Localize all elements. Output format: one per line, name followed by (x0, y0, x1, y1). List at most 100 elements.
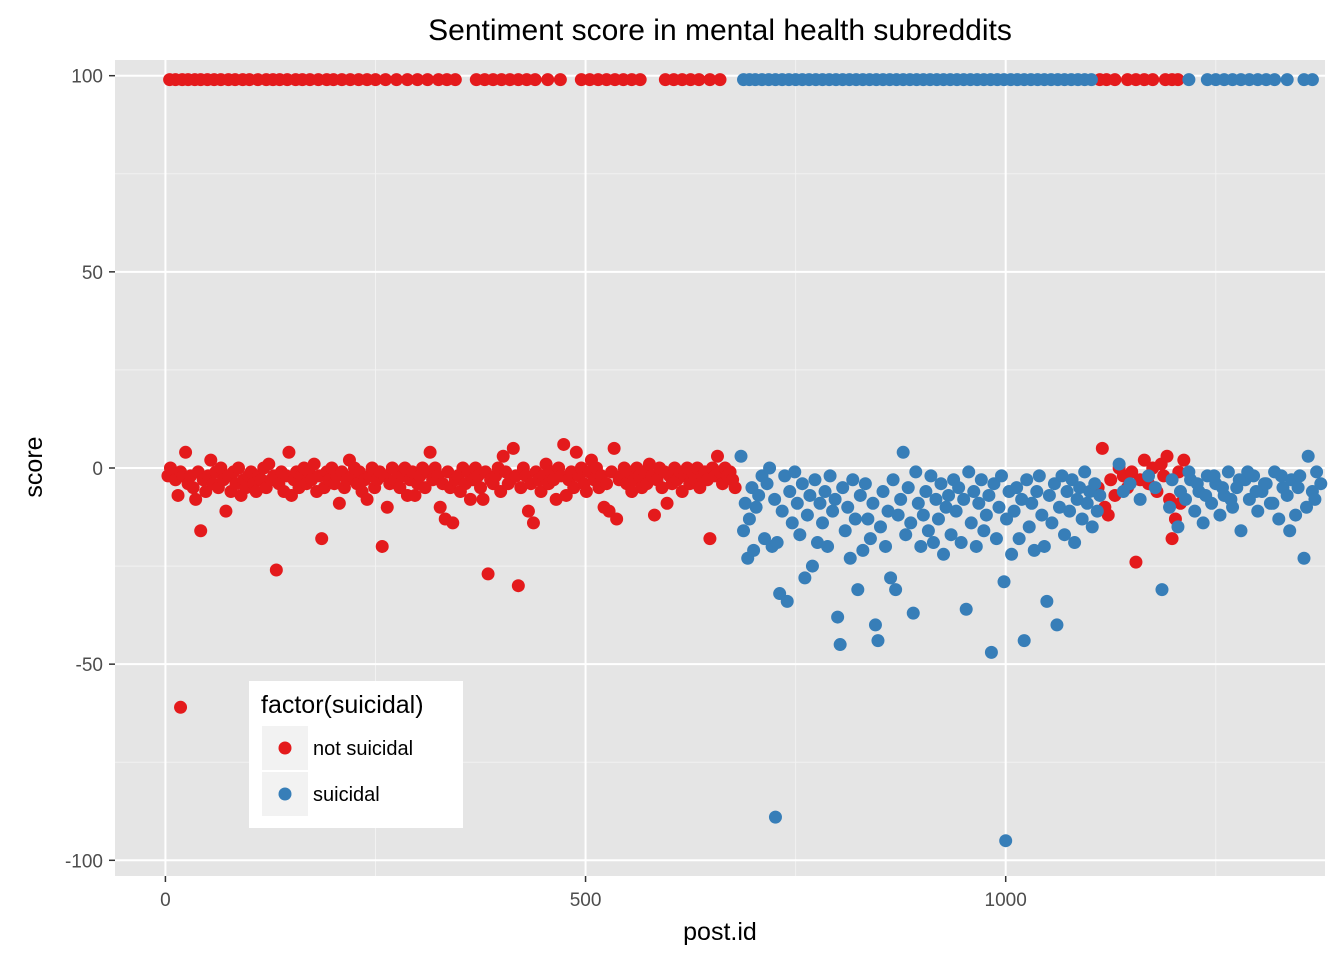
data-point (476, 492, 490, 506)
data-point (713, 73, 727, 87)
data-point (851, 583, 865, 597)
data-point (977, 524, 991, 538)
data-point (1196, 516, 1210, 530)
data-point (448, 73, 462, 87)
data-point (1032, 469, 1046, 483)
data-point (179, 445, 193, 459)
data-point (1070, 492, 1084, 506)
data-point (863, 532, 877, 546)
data-point (974, 473, 988, 487)
data-point (1241, 465, 1255, 479)
data-point (798, 571, 812, 585)
data-point (821, 539, 835, 553)
legend-label-not-suicidal: not suicidal (313, 738, 413, 760)
data-point (793, 528, 807, 542)
data-point (816, 516, 830, 530)
data-point (868, 618, 882, 632)
x-tick-label: 1000 (985, 890, 1027, 911)
data-point (737, 524, 751, 538)
data-point (1045, 516, 1059, 530)
data-point (1112, 457, 1126, 471)
data-point (1182, 73, 1196, 87)
data-point (1142, 469, 1156, 483)
data-point (1232, 473, 1246, 487)
data-point (1308, 492, 1322, 506)
data-point (1073, 481, 1087, 495)
data-point (189, 492, 203, 506)
y-tick-label: 50 (82, 263, 103, 284)
data-point (1160, 449, 1174, 463)
data-point (1075, 512, 1089, 526)
data-point (549, 492, 563, 506)
data-point (944, 528, 958, 542)
data-point (803, 488, 817, 502)
data-point (833, 638, 847, 652)
data-point (1030, 485, 1044, 499)
data-point (904, 516, 918, 530)
data-point (1213, 508, 1227, 522)
data-point (204, 453, 218, 467)
data-point (828, 492, 842, 506)
data-point (916, 508, 930, 522)
data-point (836, 481, 850, 495)
data-point (871, 634, 885, 648)
data-point (1234, 524, 1248, 538)
data-point (660, 496, 674, 510)
data-point (421, 73, 435, 87)
data-point (808, 473, 822, 487)
data-point (1068, 536, 1082, 550)
data-point (496, 449, 510, 463)
data-point (876, 485, 890, 499)
data-point (1080, 496, 1094, 510)
data-point (856, 543, 870, 557)
data-point (982, 488, 996, 502)
data-point (795, 477, 809, 491)
data-point (1027, 543, 1041, 557)
data-point (1095, 441, 1109, 455)
data-point (1249, 485, 1263, 499)
data-point (553, 73, 567, 87)
data-point (899, 528, 913, 542)
data-point (790, 496, 804, 510)
y-tick-label: 0 (92, 459, 103, 480)
x-axis: 0 500 1000 (160, 876, 1027, 911)
y-tick-label: -50 (76, 655, 103, 676)
data-point (901, 481, 915, 495)
data-point (1188, 504, 1202, 518)
data-point (1289, 508, 1303, 522)
data-point (770, 536, 784, 550)
data-point (186, 481, 200, 495)
data-point (567, 481, 581, 495)
data-point (1280, 73, 1294, 87)
data-point (866, 496, 880, 510)
data-point (647, 508, 661, 522)
data-point (1305, 73, 1319, 87)
data-point (1190, 477, 1204, 491)
data-point (1017, 634, 1031, 648)
data-point (282, 445, 296, 459)
data-point (999, 834, 1013, 848)
data-point (1005, 547, 1019, 561)
data-point (1042, 488, 1056, 502)
data-point (1123, 477, 1137, 491)
data-point (655, 481, 669, 495)
data-point (1171, 520, 1185, 534)
data-point (307, 457, 321, 471)
data-point (1280, 488, 1294, 502)
data-point (446, 516, 460, 530)
legend: factor(suicidal) not suicidal suicidal (249, 681, 463, 828)
data-point (557, 437, 571, 451)
data-point (1293, 469, 1307, 483)
data-point (1310, 465, 1324, 479)
data-point (219, 504, 233, 518)
data-point (780, 594, 794, 608)
data-point (894, 492, 908, 506)
data-point (1078, 465, 1092, 479)
data-point (954, 536, 968, 550)
data-point (1055, 469, 1069, 483)
data-point (906, 606, 920, 620)
data-point (979, 508, 993, 522)
data-point (1251, 504, 1265, 518)
data-point (949, 504, 963, 518)
